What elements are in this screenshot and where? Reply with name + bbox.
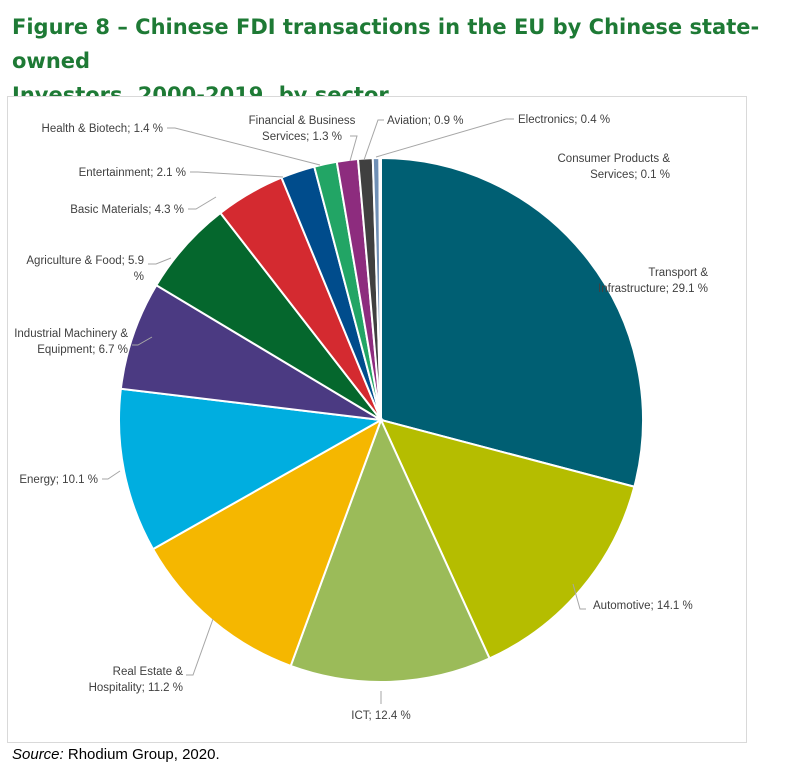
slice-label-line: Aviation; 0.9 % — [387, 115, 464, 127]
slice-label-line: Basic Materials; 4.3 % — [70, 204, 184, 216]
chart-frame: Transport & Infrastructure; 29.1 % Automot… — [7, 96, 747, 743]
slice-label: Health & Biotech; 1.4 % — [42, 123, 163, 135]
slice-label-line: Transport & — [648, 267, 708, 279]
leader-line — [572, 583, 586, 610]
leader-line — [363, 119, 384, 161]
slice-label: Real Estate & Hospitality; 11.2 % — [89, 666, 184, 694]
leader-line — [375, 118, 514, 158]
slice-label: Aviation; 0.9 % — [387, 115, 464, 127]
figure-title: Figure 8 – Chinese FDI transactions in t… — [12, 10, 792, 112]
slice-label-line: Health & Biotech; 1.4 % — [42, 123, 163, 135]
slice-label-line: Consumer Products & — [558, 153, 671, 165]
slice-label: Entertainment; 2.1 % — [79, 167, 186, 179]
leader-lines — [102, 118, 586, 704]
leader-line — [188, 196, 217, 210]
leader-line — [186, 618, 214, 676]
source-prefix: Source: — [12, 746, 64, 763]
pie-slice-automotive — [379, 418, 636, 660]
slice-label-line: Infrastructure; 29.1 % — [598, 283, 708, 295]
source-note: Source: Rhodium Group, 2020. — [12, 746, 220, 763]
slice-label-line: Hospitality; 11.2 % — [89, 682, 183, 694]
pie-slice-real-estate-hospitality — [151, 417, 383, 668]
slice-label: Consumer Products & Services; 0.1 % — [558, 153, 671, 181]
slice-label-line: Real Estate & — [113, 666, 184, 678]
slice-label-line: Financial & Business — [249, 115, 356, 127]
slice-label: Automotive; 14.1 % — [593, 600, 693, 612]
pie-slice-ict — [289, 417, 491, 683]
slice-label-line: Automotive; 14.1 % — [593, 600, 693, 612]
slice-label-line: Agriculture & Food; 5.9 — [26, 255, 144, 267]
slice-label: Agriculture & Food; 5.9% — [26, 255, 144, 283]
slice-label-line: Services; 0.1 % — [590, 169, 670, 181]
slice-label: Financial & Business Services; 1.3 % — [249, 115, 356, 143]
slice-label-line: Entertainment; 2.1 % — [79, 167, 186, 179]
slice-label: Basic Materials; 4.3 % — [70, 204, 184, 216]
slice-label: Industrial Machinery & Equipment; 6.7 % — [14, 328, 128, 356]
slice-label: Electronics; 0.4 % — [518, 114, 610, 126]
slice-label-line: Electronics; 0.4 % — [518, 114, 610, 126]
leader-line — [102, 470, 121, 480]
pie-slices — [118, 156, 644, 683]
source-text: Rhodium Group, 2020. — [63, 746, 220, 763]
figure-title-line1: Figure 8 – Chinese FDI transactions in t… — [12, 15, 760, 73]
slice-label: Transport & Infrastructure; 29.1 % — [598, 267, 708, 295]
leader-line — [167, 127, 321, 166]
slice-label: Energy; 10.1 % — [19, 474, 98, 486]
slice-label-line: Industrial Machinery & — [14, 328, 128, 340]
pie-slice-transport-infrastructure — [380, 156, 644, 488]
slice-label-line: ICT; 12.4 % — [351, 710, 410, 722]
slice-labels: Transport & Infrastructure; 29.1 % Automot… — [14, 114, 708, 722]
slice-label-line: Equipment; 6.7 % — [37, 344, 128, 356]
slice-label: ICT; 12.4 % — [351, 710, 410, 722]
leader-line — [349, 135, 358, 162]
pie-slice-consumer-products-services — [378, 156, 382, 421]
leader-line — [190, 171, 284, 178]
pie-chart: Transport & Infrastructure; 29.1 % Automot… — [14, 114, 708, 722]
slice-label-line: % — [134, 271, 144, 283]
pie-slice-industrial-machinery-equipment — [119, 283, 382, 421]
leader-line — [148, 257, 172, 265]
leader-line — [132, 336, 153, 346]
pie-slice-energy — [118, 387, 385, 551]
slice-label-line: Services; 1.3 % — [262, 131, 342, 143]
slice-label-line: Energy; 10.1 % — [19, 474, 98, 486]
